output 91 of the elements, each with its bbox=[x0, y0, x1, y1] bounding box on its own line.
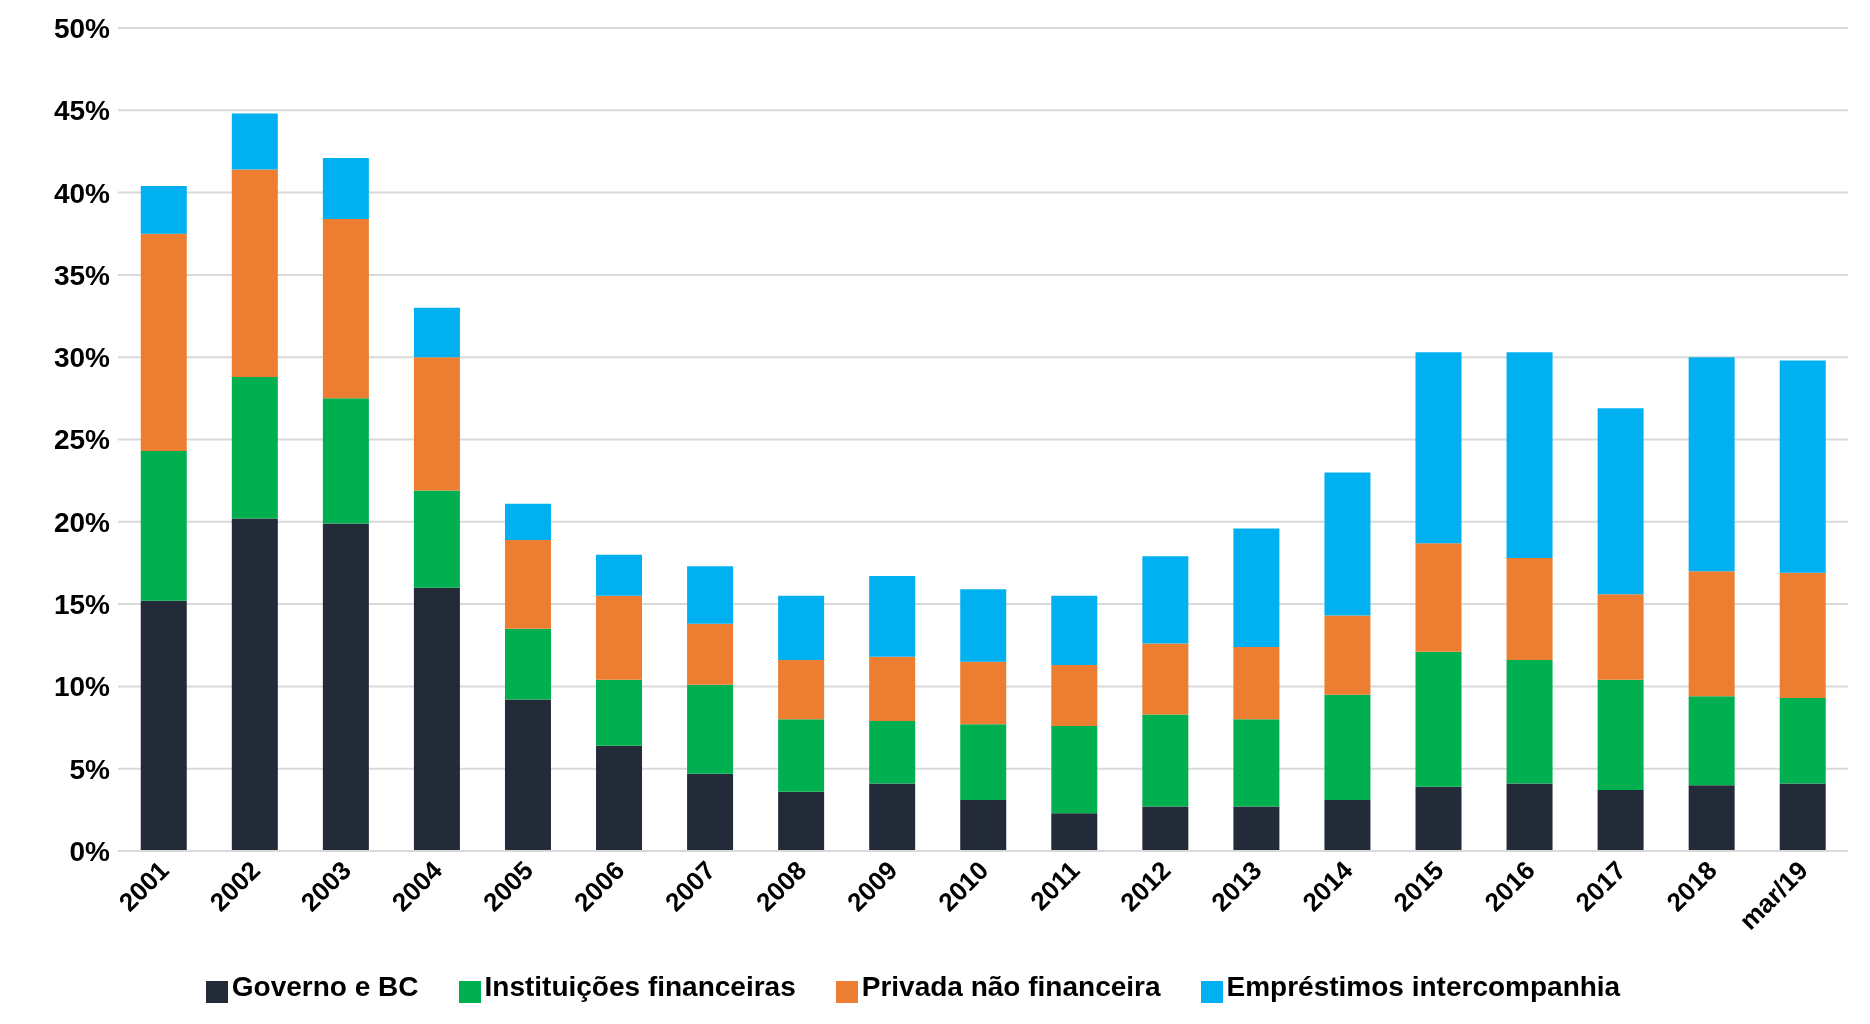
bar bbox=[1779, 572, 1826, 698]
bar bbox=[231, 113, 278, 170]
bar bbox=[778, 791, 825, 851]
bar bbox=[778, 719, 825, 792]
bar bbox=[687, 566, 734, 624]
bar bbox=[1324, 694, 1371, 800]
bar bbox=[596, 745, 643, 851]
bar bbox=[504, 539, 551, 629]
bar bbox=[1233, 528, 1280, 647]
bar bbox=[1688, 785, 1735, 851]
y-tick-label: 5% bbox=[69, 753, 111, 785]
bar bbox=[231, 169, 278, 377]
bar bbox=[1142, 806, 1189, 851]
bar bbox=[1779, 360, 1826, 573]
y-tick-label: 40% bbox=[53, 177, 111, 209]
legend-label: Governo e BC bbox=[231, 971, 419, 1002]
y-tick-label: 50% bbox=[53, 12, 111, 44]
bar bbox=[960, 661, 1007, 725]
bar bbox=[1779, 697, 1826, 784]
y-tick-label: 25% bbox=[53, 424, 111, 456]
y-tick-label: 0% bbox=[69, 835, 111, 867]
bar bbox=[869, 656, 916, 721]
bar bbox=[960, 589, 1007, 662]
bar bbox=[1051, 665, 1098, 726]
bar bbox=[869, 576, 916, 657]
bar bbox=[1324, 799, 1371, 851]
bar bbox=[1051, 595, 1098, 665]
bar bbox=[596, 554, 643, 596]
bar bbox=[140, 600, 187, 851]
y-tick-label: 10% bbox=[53, 671, 111, 703]
bar bbox=[1779, 783, 1826, 851]
bar bbox=[504, 628, 551, 700]
bar bbox=[1233, 806, 1280, 851]
bar bbox=[504, 699, 551, 851]
bar bbox=[1415, 543, 1462, 652]
bar bbox=[140, 233, 187, 452]
bar bbox=[1597, 790, 1644, 851]
bar bbox=[869, 720, 916, 784]
bar bbox=[413, 357, 460, 491]
bar bbox=[1233, 646, 1280, 720]
bar bbox=[322, 523, 369, 851]
bar bbox=[1688, 571, 1735, 697]
bar bbox=[960, 799, 1007, 851]
bar bbox=[504, 503, 551, 540]
bar bbox=[413, 490, 460, 588]
bar bbox=[140, 186, 187, 234]
bar bbox=[322, 398, 369, 524]
bar bbox=[596, 679, 643, 746]
bar bbox=[1506, 558, 1553, 661]
bar bbox=[322, 218, 369, 399]
y-tick-label: 35% bbox=[53, 259, 111, 291]
y-tick-label: 30% bbox=[53, 342, 111, 374]
bar bbox=[231, 518, 278, 851]
y-tick-label: 20% bbox=[53, 506, 111, 538]
bar bbox=[1688, 357, 1735, 572]
bar bbox=[1051, 813, 1098, 851]
bar bbox=[687, 773, 734, 851]
bar bbox=[322, 158, 369, 219]
y-tick-label: 15% bbox=[53, 589, 111, 621]
bar bbox=[1324, 472, 1371, 616]
bar bbox=[413, 587, 460, 851]
bar bbox=[778, 660, 825, 720]
bar bbox=[1506, 352, 1553, 559]
bar bbox=[1597, 408, 1644, 595]
bar bbox=[960, 724, 1007, 800]
bar bbox=[1142, 643, 1189, 715]
bar bbox=[1142, 556, 1189, 644]
bar bbox=[596, 595, 643, 680]
legend-label: Instituições financeiras bbox=[484, 971, 796, 1002]
bar bbox=[1415, 786, 1462, 851]
bar bbox=[140, 451, 187, 601]
bar bbox=[1051, 725, 1098, 814]
bar bbox=[687, 623, 734, 685]
bar bbox=[1324, 615, 1371, 695]
bar bbox=[1142, 714, 1189, 807]
bar bbox=[1688, 696, 1735, 786]
bar bbox=[869, 783, 916, 851]
bar bbox=[778, 595, 825, 661]
legend-label: Empréstimos intercompanhia bbox=[1226, 971, 1621, 1002]
bar bbox=[1506, 783, 1553, 851]
bar bbox=[1597, 594, 1644, 680]
bar bbox=[1506, 660, 1553, 784]
bar bbox=[413, 307, 460, 358]
bar bbox=[1597, 679, 1644, 791]
bar bbox=[1233, 719, 1280, 807]
bar bbox=[231, 376, 278, 519]
y-tick-label: 45% bbox=[53, 95, 111, 127]
bar bbox=[687, 684, 734, 774]
legend-label: Privada não financeira bbox=[861, 971, 1161, 1002]
bar bbox=[1415, 651, 1462, 787]
bar bbox=[1415, 352, 1462, 544]
